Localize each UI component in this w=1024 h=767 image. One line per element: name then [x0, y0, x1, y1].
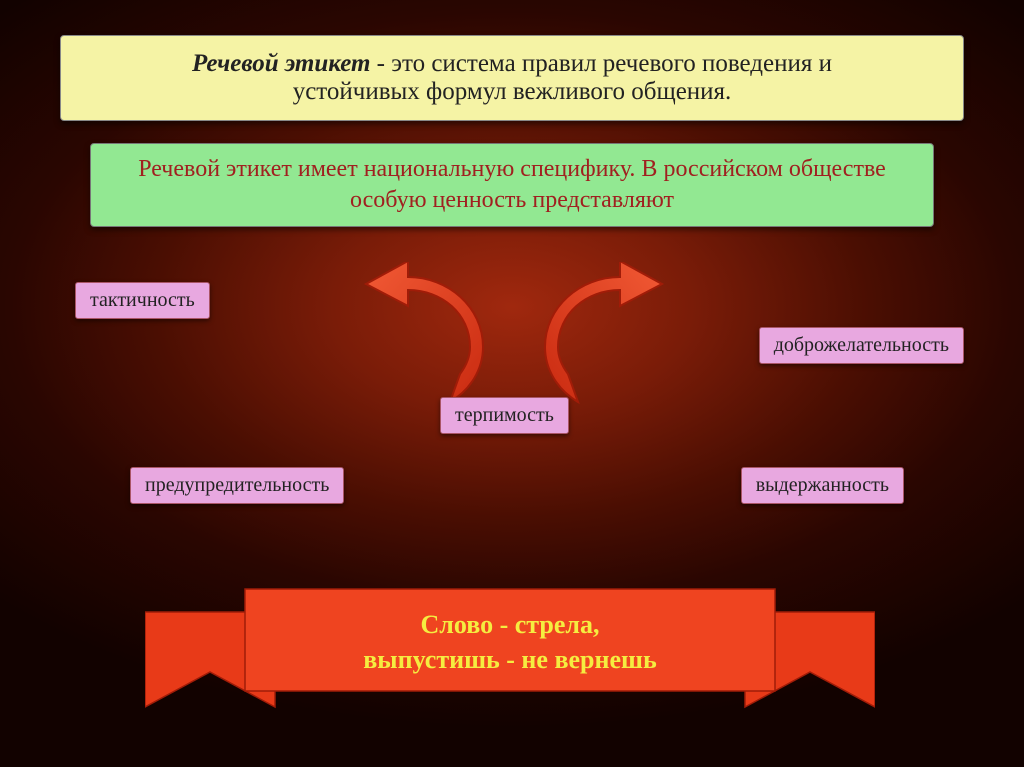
slide-content: Речевой этикет - это система правил рече… — [0, 0, 1024, 512]
proverb-ribbon: Слово - стрела, выпустишь - не вернешь — [145, 577, 875, 727]
definition-term: Речевой этикет — [192, 50, 370, 77]
value-dobrozhelatelnost: доброжелательность — [759, 327, 964, 364]
subheading-text: Речевой этикет имеет национальную специф… — [138, 156, 886, 213]
arrow-left-icon — [348, 262, 498, 412]
label-vyderzhannost: выдержанность — [756, 474, 889, 496]
value-terpimost: терпимость — [440, 397, 569, 434]
proverb-line2: выпустишь - не вернешь — [363, 645, 656, 674]
label-predupreditelnost: предупредительность — [145, 474, 329, 496]
definition-box: Речевой этикет - это система правил рече… — [60, 35, 964, 121]
arrow-right-icon — [530, 262, 680, 412]
values-diagram: тактичность доброжелательность терпимост… — [60, 252, 964, 512]
value-vyderzhannost: выдержанность — [741, 467, 904, 504]
subheading-box: Речевой этикет имеет национальную специф… — [90, 143, 934, 227]
label-taktichnost: тактичность — [90, 289, 195, 311]
label-terpimost: терпимость — [455, 404, 554, 426]
definition-body: - это система правил речевого поведения … — [293, 50, 832, 105]
proverb-line1: Слово - стрела, — [421, 610, 600, 639]
label-dobrozhelatelnost: доброжелательность — [774, 334, 949, 356]
value-predupreditelnost: предупредительность — [130, 467, 344, 504]
value-taktichnost: тактичность — [75, 282, 210, 319]
proverb-text: Слово - стрела, выпустишь - не вернешь — [275, 607, 745, 677]
